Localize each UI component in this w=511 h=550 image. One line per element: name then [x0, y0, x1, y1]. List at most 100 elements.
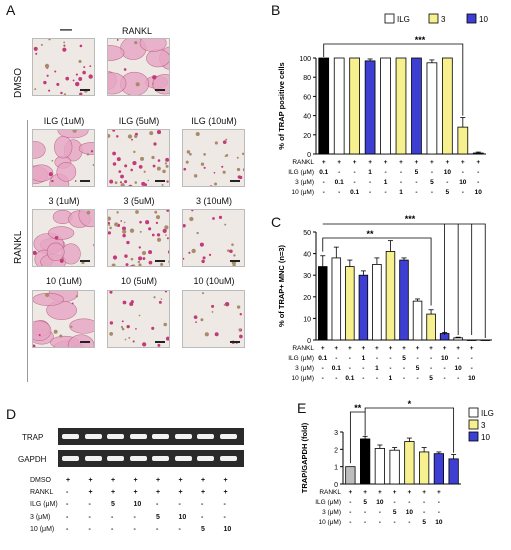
gel-cell: 5 — [111, 501, 115, 508]
row-label-dmso: DMSO — [13, 68, 24, 98]
micrograph-title: ILG (5uM) — [118, 116, 160, 126]
gel-cell: - — [111, 514, 114, 521]
micrograph-ilg-2 — [107, 129, 170, 187]
micrograph-10-2 — [107, 290, 170, 348]
gel-cell: - — [66, 514, 69, 521]
condition-cell: + — [422, 489, 426, 496]
condition-row-label: 3 (μM) — [322, 509, 341, 516]
gel-cell: + — [88, 477, 93, 484]
condition-cell: + — [416, 345, 420, 352]
condition-cell: + — [389, 345, 393, 352]
gel-cell: - — [88, 514, 91, 521]
legend-label: 3 — [441, 15, 446, 24]
micrograph-title: 3 (5uM) — [123, 196, 155, 206]
gel-cell: + — [156, 489, 161, 496]
condition-cell: 1 — [399, 189, 403, 196]
condition-cell: 5 — [393, 509, 397, 516]
gel-cell: - — [201, 501, 204, 508]
bar — [399, 259, 409, 341]
chart-c: 0 10 20 30 40 50 % of TRAP+ MNC (n=3) RANKL + + + +… — [277, 214, 492, 382]
condition-cell: - — [394, 519, 396, 526]
condition-cell: + — [361, 345, 365, 352]
condition-cell: + — [415, 159, 419, 166]
gel-row-label-gapdh: GAPDH — [18, 455, 47, 464]
micrograph-dmso-rankl — [107, 38, 170, 96]
condition-cell: - — [354, 169, 356, 176]
bar — [372, 264, 382, 341]
condition-cell: - — [400, 179, 402, 186]
condition-cell: - — [379, 509, 381, 516]
gel-cell: 5 — [201, 526, 205, 533]
chart-b: 0 20 40 60 80 100 % of TRAP positive cells RANK… — [277, 13, 488, 196]
gel-band — [219, 434, 237, 439]
condition-cell: - — [338, 169, 340, 176]
condition-cell: + — [384, 159, 388, 166]
condition-cell: - — [423, 509, 425, 516]
micrograph-ilg-3 — [182, 129, 245, 187]
condition-row-label: RANKL — [292, 345, 314, 352]
condition-row-label: 10 (μM) — [291, 375, 314, 382]
condition-row-label: 10 (μM) — [318, 519, 341, 526]
gel-cell: 10 — [133, 501, 142, 508]
condition-cell: - — [438, 509, 440, 516]
y-tick-label: 20 — [303, 133, 311, 140]
micrograph-ilg-1 — [32, 129, 95, 187]
condition-cell: - — [471, 355, 473, 362]
bar — [333, 57, 345, 155]
condition-cell: + — [430, 159, 434, 166]
condition-cell: - — [349, 499, 351, 506]
legend-label: 10 — [481, 433, 490, 442]
gel-band — [152, 456, 169, 461]
bar — [389, 449, 400, 485]
condition-cell: - — [430, 355, 432, 362]
micrograph-10-3 — [182, 290, 245, 348]
condition-cell: 1 — [362, 355, 366, 362]
gel-cell: + — [178, 489, 183, 496]
legend-label: 3 — [481, 421, 486, 430]
condition-cell: 10 — [376, 499, 384, 506]
condition-cell: + — [322, 159, 326, 166]
condition-cell: - — [379, 519, 381, 526]
condition-cell: + — [321, 345, 325, 352]
gel-trap — [58, 428, 244, 445]
condition-cell: + — [348, 345, 352, 352]
y-tick-label: 30 — [303, 273, 311, 280]
condition-cell: - — [403, 375, 405, 382]
gel-band — [197, 456, 214, 461]
gel-cell: - — [133, 514, 136, 521]
row-label-rankl: RANKL — [13, 230, 24, 264]
condition-row-label: ILG (μM) — [288, 169, 314, 176]
gel-cell: - — [88, 526, 91, 533]
gel-cell: - — [66, 526, 69, 533]
bar — [457, 126, 469, 155]
legend-swatch — [428, 13, 439, 24]
significance-bracket — [364, 407, 455, 453]
condition-row-label: 3 (μM) — [295, 365, 314, 372]
condition-cell: - — [364, 519, 366, 526]
micrograph-title: 10 (10uM) — [193, 276, 235, 286]
legend-label: 10 — [479, 15, 488, 24]
legend-swatch — [384, 13, 395, 24]
condition-cell: + — [407, 489, 411, 496]
condition-cell: - — [457, 355, 459, 362]
condition-cell: - — [369, 189, 371, 196]
chart-e: 0 1 2 3 TRAP/GAPDH (fold) RANKL + + + + + + + ILG (μM… — [300, 399, 494, 526]
condition-cell: 1 — [384, 179, 388, 186]
condition-cell: 5 — [429, 375, 433, 382]
micrograph-title: 3 (10uM) — [195, 196, 232, 206]
condition-cell: 10 — [468, 375, 476, 382]
condition-cell: - — [415, 189, 417, 196]
legend-label: ILG — [397, 15, 410, 24]
condition-cell: - — [477, 179, 479, 186]
gel-cell: + — [133, 489, 138, 496]
condition-cell: + — [399, 159, 403, 166]
condition-cell: - — [354, 179, 356, 186]
gel-band — [174, 456, 192, 461]
gel-cell: - — [66, 501, 69, 508]
condition-cell: - — [416, 355, 418, 362]
condition-cell: - — [416, 375, 418, 382]
condition-cell: + — [393, 489, 397, 496]
gel-cell: - — [156, 501, 159, 508]
condition-cell: - — [335, 375, 337, 382]
gel-cell: - — [66, 489, 69, 496]
